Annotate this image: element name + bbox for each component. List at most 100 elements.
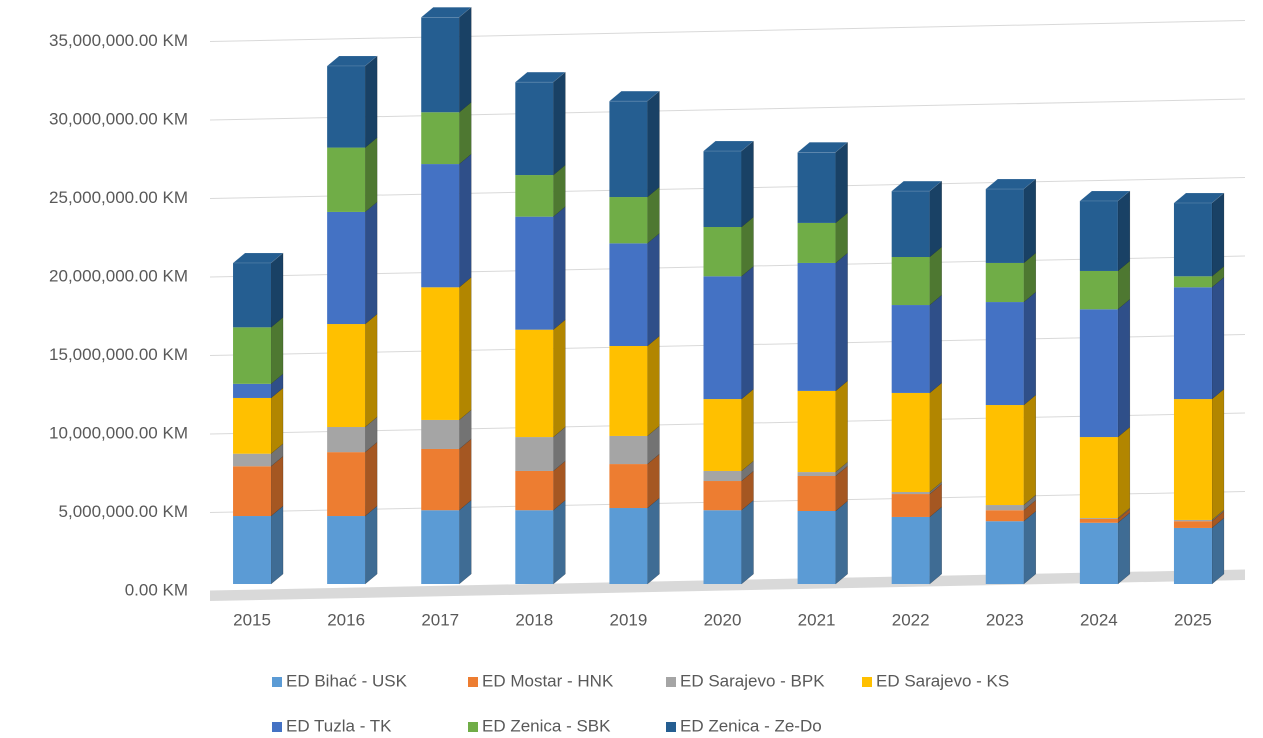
x-tick-label: 2016 bbox=[327, 610, 365, 629]
x-tick-label: 2017 bbox=[421, 610, 459, 629]
bar-segment bbox=[891, 492, 930, 495]
bar-segment bbox=[327, 211, 366, 325]
bar-segment bbox=[1079, 200, 1118, 271]
bar-top bbox=[232, 252, 284, 264]
bar-segment bbox=[985, 505, 1024, 511]
bar-segment bbox=[327, 516, 366, 584]
y-tick-label: 30,000,000.00 KM bbox=[49, 110, 188, 129]
bar-side-shade bbox=[271, 456, 284, 517]
bar-segment bbox=[1079, 519, 1118, 523]
bar-segment bbox=[1173, 521, 1212, 528]
bar-side-shade bbox=[647, 498, 660, 584]
bar-segment bbox=[515, 470, 554, 511]
bar-segment bbox=[985, 521, 1024, 584]
bar-top bbox=[420, 7, 472, 18]
y-tick-label: 35,000,000.00 KM bbox=[49, 31, 188, 50]
bar-segment bbox=[233, 383, 272, 398]
bar-segment bbox=[421, 17, 460, 113]
bar-top bbox=[890, 180, 943, 192]
bar-side-shade bbox=[271, 387, 284, 454]
bar-side-shade bbox=[929, 382, 942, 493]
bar-segment bbox=[515, 329, 554, 438]
bar-side-shade bbox=[271, 443, 284, 467]
bar-segment bbox=[421, 448, 460, 511]
bar-side-shade bbox=[929, 484, 942, 517]
bar-side-shade bbox=[741, 141, 754, 228]
bar-side-shade bbox=[553, 165, 566, 217]
bar-segment bbox=[609, 101, 648, 198]
bar-top bbox=[985, 178, 1037, 190]
bar-side-shade bbox=[929, 506, 942, 584]
bar-segment bbox=[703, 481, 742, 511]
legend-label: ED Tuzla - TK bbox=[286, 716, 392, 735]
bar-segment bbox=[1173, 276, 1212, 288]
bar-side-shade bbox=[459, 438, 472, 511]
y-tick-label: 20,000,000.00 KM bbox=[49, 267, 188, 286]
bar-side-shade bbox=[835, 462, 848, 476]
bar-side-shade bbox=[1023, 252, 1036, 303]
bar-side-shade bbox=[1211, 389, 1224, 520]
bar-side-shade bbox=[365, 417, 378, 453]
bar-segment bbox=[1173, 202, 1212, 277]
legend-label: ED Zenica - Ze-Do bbox=[680, 716, 822, 735]
bar-side-shade bbox=[1117, 509, 1130, 523]
bar-side-shade bbox=[271, 506, 284, 584]
bar-segment bbox=[891, 516, 930, 584]
bar-side-shade bbox=[553, 319, 566, 438]
grid-line bbox=[209, 98, 1246, 121]
bar-side-shade bbox=[835, 252, 848, 391]
bar-side-shade bbox=[647, 233, 660, 347]
x-tick-label: 2018 bbox=[515, 610, 553, 629]
bar-segment bbox=[233, 516, 272, 584]
bar-side-shade bbox=[929, 295, 942, 393]
bar-side-shade bbox=[1117, 260, 1130, 310]
bar-side-shade bbox=[271, 373, 284, 398]
bar-side-shade bbox=[929, 181, 942, 257]
bar-side-shade bbox=[741, 471, 754, 511]
y-tick-label: 5,000,000.00 KM bbox=[59, 502, 188, 521]
bar-side-shade bbox=[1117, 299, 1130, 438]
bar-side-shade bbox=[647, 454, 660, 509]
legend-swatch bbox=[862, 677, 872, 687]
bar-side-shade bbox=[365, 201, 378, 325]
bar-segment bbox=[421, 510, 460, 584]
bar-side-shade bbox=[929, 482, 942, 495]
bar-side-shade bbox=[1023, 500, 1036, 522]
bar-side-shade bbox=[741, 217, 754, 277]
bar-side-shade bbox=[1211, 277, 1224, 400]
bar-side-shade bbox=[1023, 179, 1036, 263]
bar-side-shade bbox=[1023, 292, 1036, 406]
legend-label: ED Sarajevo - BPK bbox=[680, 671, 825, 690]
bar-side-shade bbox=[929, 246, 942, 306]
x-tick-label: 2019 bbox=[609, 610, 647, 629]
bar-top bbox=[702, 140, 755, 152]
bar-segment bbox=[703, 227, 742, 277]
bar-segment bbox=[1173, 287, 1212, 400]
legend-swatch bbox=[468, 677, 478, 687]
bar-side-shade bbox=[741, 460, 754, 482]
legend-swatch bbox=[272, 677, 282, 687]
bar-segment bbox=[703, 276, 742, 400]
bar-segment bbox=[233, 453, 272, 467]
bar-segment bbox=[1173, 519, 1212, 522]
bar-side-shade bbox=[1117, 190, 1130, 271]
bar-side-shade bbox=[1023, 495, 1036, 511]
bar-segment bbox=[515, 216, 554, 330]
bar-segment bbox=[891, 256, 930, 306]
x-tick-label: 2020 bbox=[704, 610, 742, 629]
bar-segment bbox=[797, 511, 836, 584]
bar-side-shade bbox=[553, 72, 566, 176]
bar-side-shade bbox=[365, 314, 378, 428]
bar-segment bbox=[1173, 399, 1212, 520]
legend-swatch bbox=[468, 722, 478, 732]
bar-segment bbox=[233, 327, 272, 384]
grid-line bbox=[209, 20, 1246, 43]
bar-segment bbox=[421, 112, 460, 165]
bar-segment bbox=[1079, 270, 1118, 310]
bar-segment bbox=[515, 437, 554, 471]
legend-swatch bbox=[272, 722, 282, 732]
bar-side-shade bbox=[365, 137, 378, 212]
bar-side-shade bbox=[459, 7, 472, 113]
bar-segment bbox=[421, 419, 460, 449]
bar-segment bbox=[797, 222, 836, 263]
